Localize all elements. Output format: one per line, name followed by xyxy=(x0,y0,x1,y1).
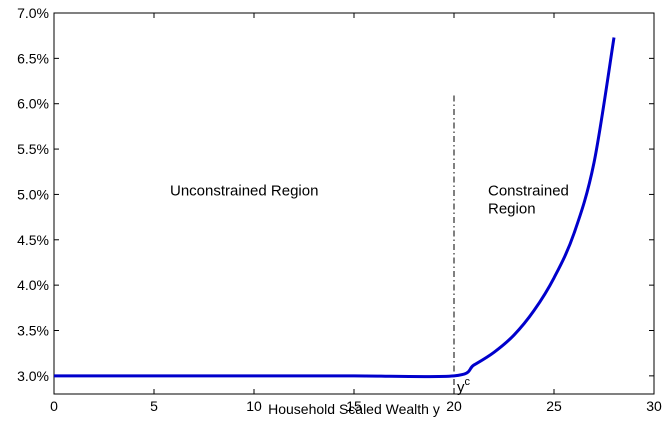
series-line-0 xyxy=(53,37,616,379)
y-tick-label: 6.0% xyxy=(17,96,49,112)
y-tick-label: 4.5% xyxy=(17,232,49,248)
y-tick-label: 7.0% xyxy=(17,5,49,21)
region-label: Unconstrained Region xyxy=(170,182,318,199)
threshold-label: yc xyxy=(457,376,471,396)
x-tick-label: 0 xyxy=(50,398,58,414)
region-label: Constrained Region xyxy=(488,182,569,217)
axis-ticks: 0 5 10 15 20 25 30 3.0% 3.5% 4.0% 4.5% 5.0% 5.5% 6.0%… xyxy=(17,5,662,414)
series-lines xyxy=(53,37,616,394)
threshold-label-sup: c xyxy=(465,376,471,388)
x-tick-label: 15 xyxy=(346,398,362,414)
y-tick-label: 3.0% xyxy=(17,368,49,384)
x-tick-label: 20 xyxy=(446,398,462,414)
y-tick-label: 4.0% xyxy=(17,277,49,293)
x-axis-label: Household Scaled Wealth y xyxy=(268,401,440,417)
y-tick-label: 5.0% xyxy=(17,186,49,202)
x-tick-label: 25 xyxy=(546,398,562,414)
x-tick-label: 10 xyxy=(246,398,262,414)
y-tick-label: 6.5% xyxy=(17,50,49,66)
y-tick-label: 5.5% xyxy=(17,141,49,157)
y-tick-label: 3.5% xyxy=(17,323,49,339)
x-tick-label: 5 xyxy=(150,398,158,414)
plot-frame xyxy=(53,12,655,395)
threshold-label-base: y xyxy=(457,379,465,396)
region-label-line: Region xyxy=(488,200,536,217)
x-tick-label: 30 xyxy=(646,398,662,414)
annotations: Unconstrained Region Constrained Region yc xyxy=(170,182,569,396)
region-label-line: Constrained xyxy=(488,182,569,199)
region-label-line: Unconstrained Region xyxy=(170,182,318,199)
